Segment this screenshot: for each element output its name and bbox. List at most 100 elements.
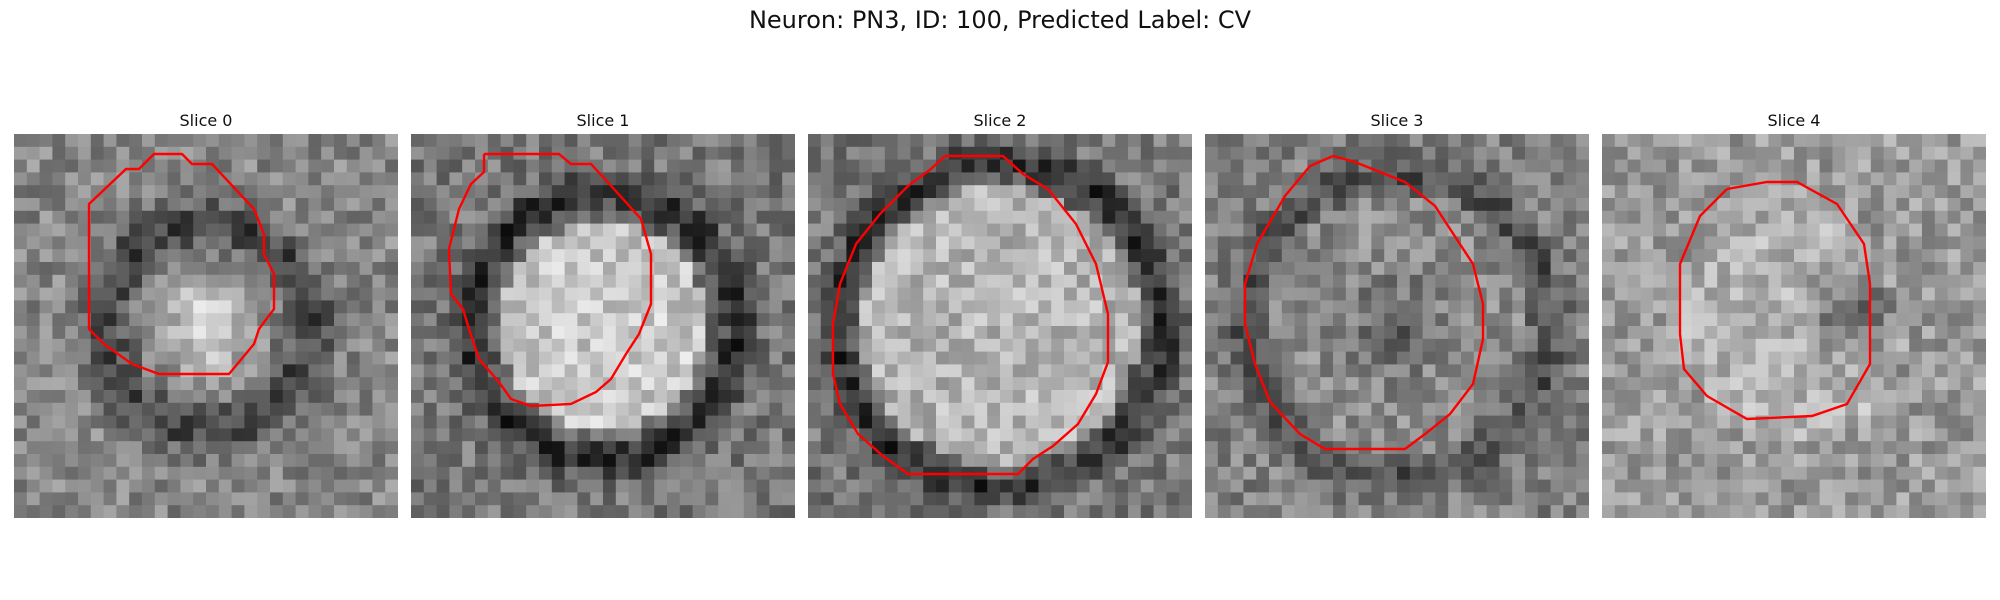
image-pixel xyxy=(974,172,988,186)
image-pixel xyxy=(1666,479,1680,493)
image-pixel xyxy=(1870,390,1884,404)
image-pixel xyxy=(1537,377,1551,391)
image-pixel xyxy=(1870,441,1884,455)
image-pixel xyxy=(1486,172,1500,186)
image-pixel xyxy=(1397,287,1411,301)
image-pixel xyxy=(26,428,40,442)
image-pixel xyxy=(987,134,1001,148)
image-pixel xyxy=(193,249,207,263)
image-pixel xyxy=(1307,390,1321,404)
image-pixel xyxy=(1179,262,1192,276)
image-pixel xyxy=(1384,249,1398,263)
image-pixel xyxy=(359,402,373,416)
image-pixel xyxy=(577,262,591,276)
image-pixel xyxy=(756,236,770,250)
image-pixel xyxy=(846,505,860,518)
image-pixel xyxy=(1102,274,1116,288)
image-pixel xyxy=(90,262,104,276)
image-pixel xyxy=(1755,505,1769,518)
image-pixel xyxy=(731,351,745,365)
image-pixel xyxy=(1537,159,1551,173)
image-pixel xyxy=(667,223,681,237)
image-pixel xyxy=(1089,223,1103,237)
image-pixel xyxy=(974,441,988,455)
image-pixel xyxy=(641,146,655,160)
image-pixel xyxy=(1512,415,1526,429)
image-pixel xyxy=(961,441,975,455)
image-pixel xyxy=(1230,390,1244,404)
image-pixel xyxy=(1307,479,1321,493)
image-pixel xyxy=(769,326,783,340)
image-pixel xyxy=(1691,236,1705,250)
image-pixel xyxy=(1294,326,1308,340)
image-pixel xyxy=(948,390,962,404)
image-pixel xyxy=(1678,415,1692,429)
image-pixel xyxy=(206,479,220,493)
image-pixel xyxy=(257,338,271,352)
image-pixel xyxy=(987,479,1001,493)
image-pixel xyxy=(1947,441,1961,455)
contour-line-1 xyxy=(447,152,653,408)
image-pixel xyxy=(1140,338,1154,352)
image-pixel xyxy=(1333,364,1347,378)
image-pixel xyxy=(769,351,783,365)
image-pixel xyxy=(756,351,770,365)
image-pixel xyxy=(897,415,911,429)
image-pixel xyxy=(90,210,104,224)
image-pixel xyxy=(961,402,975,416)
image-pixel xyxy=(1653,390,1667,404)
image-pixel xyxy=(1179,198,1192,212)
image-pixel xyxy=(1563,262,1577,276)
image-pixel xyxy=(462,274,476,288)
image-pixel xyxy=(615,274,629,288)
image-pixel xyxy=(808,210,822,224)
image-pixel xyxy=(1128,351,1142,365)
image-pixel xyxy=(628,338,642,352)
image-pixel xyxy=(654,377,668,391)
image-pixel xyxy=(154,300,168,314)
image-pixel xyxy=(884,198,898,212)
image-pixel xyxy=(615,210,629,224)
image-pixel xyxy=(1730,377,1744,391)
image-pixel xyxy=(1128,146,1142,160)
image-pixel xyxy=(1051,223,1065,237)
image-pixel xyxy=(1307,262,1321,276)
image-pixel xyxy=(1794,134,1808,148)
image-pixel xyxy=(1858,300,1872,314)
image-pixel xyxy=(820,185,834,199)
image-pixel xyxy=(449,159,463,173)
image-pixel xyxy=(526,441,540,455)
image-pixel xyxy=(923,364,937,378)
image-pixel xyxy=(129,338,143,352)
image-pixel xyxy=(1128,198,1142,212)
image-pixel xyxy=(897,428,911,442)
image-pixel xyxy=(1922,377,1936,391)
image-pixel xyxy=(1230,185,1244,199)
image-pixel xyxy=(1934,146,1948,160)
image-pixel xyxy=(1000,185,1014,199)
image-pixel xyxy=(270,441,284,455)
image-pixel xyxy=(923,326,937,340)
image-pixel xyxy=(936,210,950,224)
image-pixel xyxy=(884,159,898,173)
slice-panel-3: Slice 3 xyxy=(1205,108,1589,518)
image-pixel xyxy=(1166,415,1180,429)
image-pixel xyxy=(641,415,655,429)
image-pixel xyxy=(743,377,757,391)
image-pixel xyxy=(1922,274,1936,288)
image-pixel xyxy=(1269,287,1283,301)
image-pixel xyxy=(1409,441,1423,455)
image-pixel xyxy=(1473,172,1487,186)
image-pixel xyxy=(14,415,28,429)
image-pixel xyxy=(449,185,463,199)
image-pixel xyxy=(449,377,463,391)
image-pixel xyxy=(884,172,898,186)
image-pixel xyxy=(936,364,950,378)
image-pixel xyxy=(1537,198,1551,212)
image-pixel xyxy=(1461,198,1475,212)
image-pixel xyxy=(244,134,258,148)
image-pixel xyxy=(1230,159,1244,173)
image-pixel xyxy=(1653,326,1667,340)
image-pixel xyxy=(679,351,693,365)
image-pixel xyxy=(1973,479,1986,493)
